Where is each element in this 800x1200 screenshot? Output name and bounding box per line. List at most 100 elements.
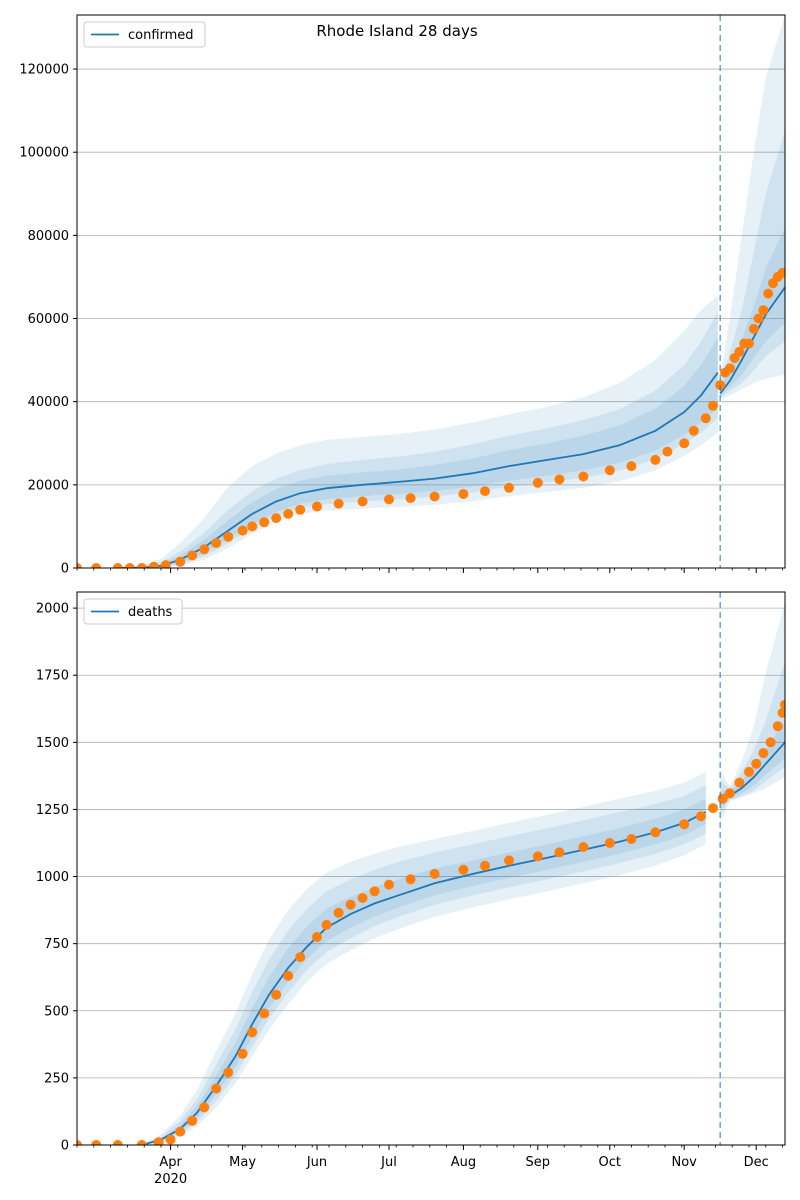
observed-point <box>604 838 615 848</box>
observed-point <box>405 874 416 885</box>
observed-point <box>237 525 248 536</box>
observed-point <box>708 803 718 814</box>
observed-point <box>751 758 762 769</box>
observed-point <box>199 1102 210 1113</box>
legend: deaths <box>83 598 183 625</box>
observed-point <box>153 1137 164 1145</box>
observed-point <box>626 834 637 844</box>
y-tick-label: 2000 <box>36 602 69 617</box>
observed-point <box>758 748 769 759</box>
observed-point <box>283 970 294 981</box>
y-tick-label: 500 <box>44 1004 69 1019</box>
observed-point <box>480 486 490 497</box>
outer-uncertainty-band <box>117 295 718 568</box>
axes-frame <box>76 14 786 569</box>
observed-point <box>777 707 785 718</box>
observed-point <box>165 1134 176 1145</box>
observed-point <box>199 544 210 555</box>
observed-point <box>136 1140 147 1145</box>
observed-point <box>283 508 294 519</box>
observed-point <box>772 721 783 732</box>
observed-point <box>626 461 637 472</box>
legend-box <box>83 598 183 625</box>
observed-point <box>405 493 416 504</box>
x-tick-label: Apr <box>159 1155 182 1170</box>
y-tick-label: 60000 <box>28 312 69 327</box>
observed-point <box>744 338 754 349</box>
deaths-panel: 0 250 500 750 1000 1250 1500 1750 2000 Apr 2020 May… <box>36 591 786 1187</box>
observed-point <box>744 766 754 777</box>
outer-uncertainty-band <box>720 15 785 400</box>
observed-point <box>333 498 344 509</box>
plot-area <box>77 602 785 1145</box>
x-tick-label: Jun <box>306 1155 327 1170</box>
observed-point <box>679 438 690 449</box>
legend: confirmed <box>83 21 206 48</box>
observed-point <box>724 788 735 799</box>
y-tick-label: 250 <box>44 1071 69 1086</box>
observed-point <box>650 454 661 465</box>
y-tick-label: 0 <box>61 1139 69 1154</box>
observed-point <box>758 305 769 316</box>
observed-point <box>458 489 469 499</box>
y-tick-label: 1250 <box>36 803 69 818</box>
observed-point <box>554 474 565 485</box>
observed-point <box>700 413 711 424</box>
observed-point <box>271 989 282 1000</box>
inner-uncertainty-band <box>117 337 718 568</box>
observed-point <box>175 556 186 567</box>
middle-uncertainty-band <box>720 661 785 815</box>
observed-point <box>124 563 135 568</box>
observed-point <box>345 899 356 910</box>
observed-point <box>650 827 661 838</box>
confirmed-panel: 0 20000 40000 60000 80000 100000 120000 confirm… <box>19 14 786 577</box>
legend-label: deaths <box>128 605 173 620</box>
observed-point <box>237 1048 248 1059</box>
middle-uncertainty-band <box>141 785 706 1145</box>
observed-point <box>211 538 222 549</box>
outer-uncertainty-band <box>720 602 785 823</box>
x-tick-sublabel: 2020 <box>154 1172 187 1187</box>
observed-point <box>554 847 565 858</box>
observed-point <box>578 842 589 852</box>
plot-area <box>77 15 785 568</box>
chart-title: Rhode Island 28 days <box>316 22 477 40</box>
observed-point <box>734 346 745 357</box>
observed-point <box>91 1140 102 1145</box>
y-tick-label: 0 <box>61 562 69 577</box>
x-tick-label: Sep <box>526 1155 551 1170</box>
x-tick-label: Oct <box>599 1155 621 1170</box>
observed-point <box>504 482 514 493</box>
y-tick-label: 100000 <box>19 146 69 161</box>
observed-point <box>148 561 159 568</box>
legend-box <box>83 21 206 48</box>
observed-point <box>480 860 490 871</box>
observed-point <box>765 737 776 748</box>
model-line <box>141 811 707 1145</box>
observed-point <box>458 864 469 875</box>
x-tick-label: Aug <box>451 1155 476 1170</box>
observed-point <box>312 932 322 942</box>
y-tick-label: 1500 <box>36 736 69 751</box>
observed-point <box>777 267 785 278</box>
observed-point <box>708 400 718 411</box>
observed-point <box>187 550 198 561</box>
middle-uncertainty-band <box>117 312 718 568</box>
observed-point <box>688 425 699 436</box>
observed-point <box>604 465 615 476</box>
observed-point <box>112 1140 123 1145</box>
observed-point <box>77 1140 82 1145</box>
inner-uncertainty-band <box>720 720 785 810</box>
outer-uncertainty-band <box>141 771 706 1145</box>
observed-point <box>578 471 589 482</box>
observed-point <box>662 446 673 457</box>
observed-point <box>136 563 147 568</box>
observed-point <box>504 855 514 866</box>
observed-point <box>429 491 440 502</box>
observed-point <box>295 952 306 963</box>
observed-point <box>679 819 690 830</box>
observed-point <box>175 1126 186 1137</box>
middle-uncertainty-band <box>720 131 785 398</box>
observed-point <box>724 363 735 374</box>
observed-point <box>259 1008 270 1019</box>
